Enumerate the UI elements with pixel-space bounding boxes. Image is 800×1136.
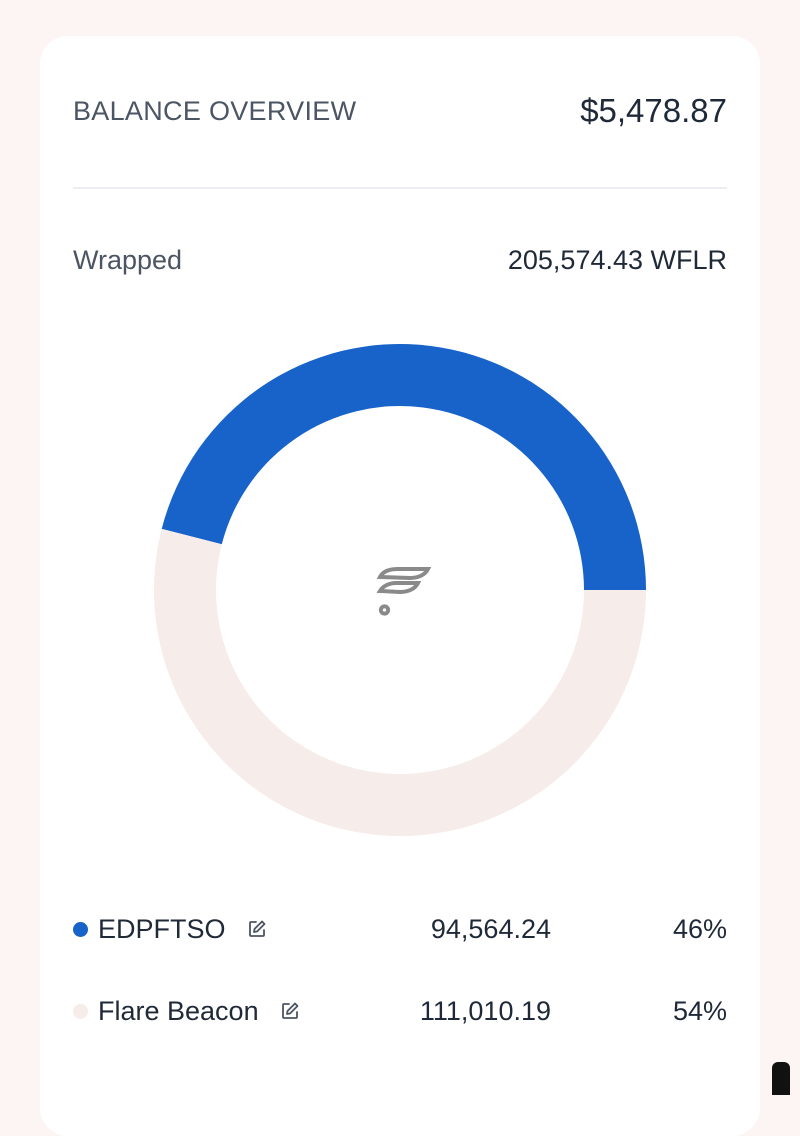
- legend-dot: [73, 921, 88, 937]
- header-divider: [73, 187, 727, 189]
- wrapped-label: Wrapped: [73, 245, 183, 275]
- edit-icon[interactable]: [279, 1000, 301, 1022]
- balance-overview-card: BALANCE OVERVIEW $5,478.87 Wrapped 205,5…: [40, 36, 760, 1136]
- wrapped-row: Wrapped 205,574.43 WFLR: [73, 245, 727, 276]
- edit-icon[interactable]: [246, 918, 268, 940]
- donut-slice-edpftso: [161, 344, 646, 590]
- scroll-indicator: [772, 1062, 790, 1095]
- balance-total-amount: $5,478.87: [580, 92, 727, 129]
- balance-overview-title: BALANCE OVERVIEW: [73, 95, 357, 126]
- legend-row-edpftso: EDPFTSO 94,564.24 46%: [73, 909, 727, 949]
- legend-row-flare-beacon: Flare Beacon 111,010.19 54%: [73, 991, 727, 1031]
- legend-amount: 94,564.24: [430, 913, 551, 944]
- legend-name: EDPFTSO: [98, 913, 226, 944]
- donut-slice-flare-beacon: [153, 528, 646, 837]
- flare-logo-icon: [376, 567, 432, 616]
- delegation-donut-chart: [153, 344, 646, 837]
- wrapped-value: 205,574.43 WFLR: [507, 245, 727, 275]
- balance-header: BALANCE OVERVIEW $5,478.87: [73, 92, 727, 130]
- legend-percent: 54%: [672, 995, 727, 1026]
- legend-name: Flare Beacon: [98, 995, 259, 1026]
- legend-amount: 111,010.19: [419, 995, 551, 1026]
- legend-percent: 46%: [672, 913, 727, 944]
- legend-dot: [73, 1003, 88, 1019]
